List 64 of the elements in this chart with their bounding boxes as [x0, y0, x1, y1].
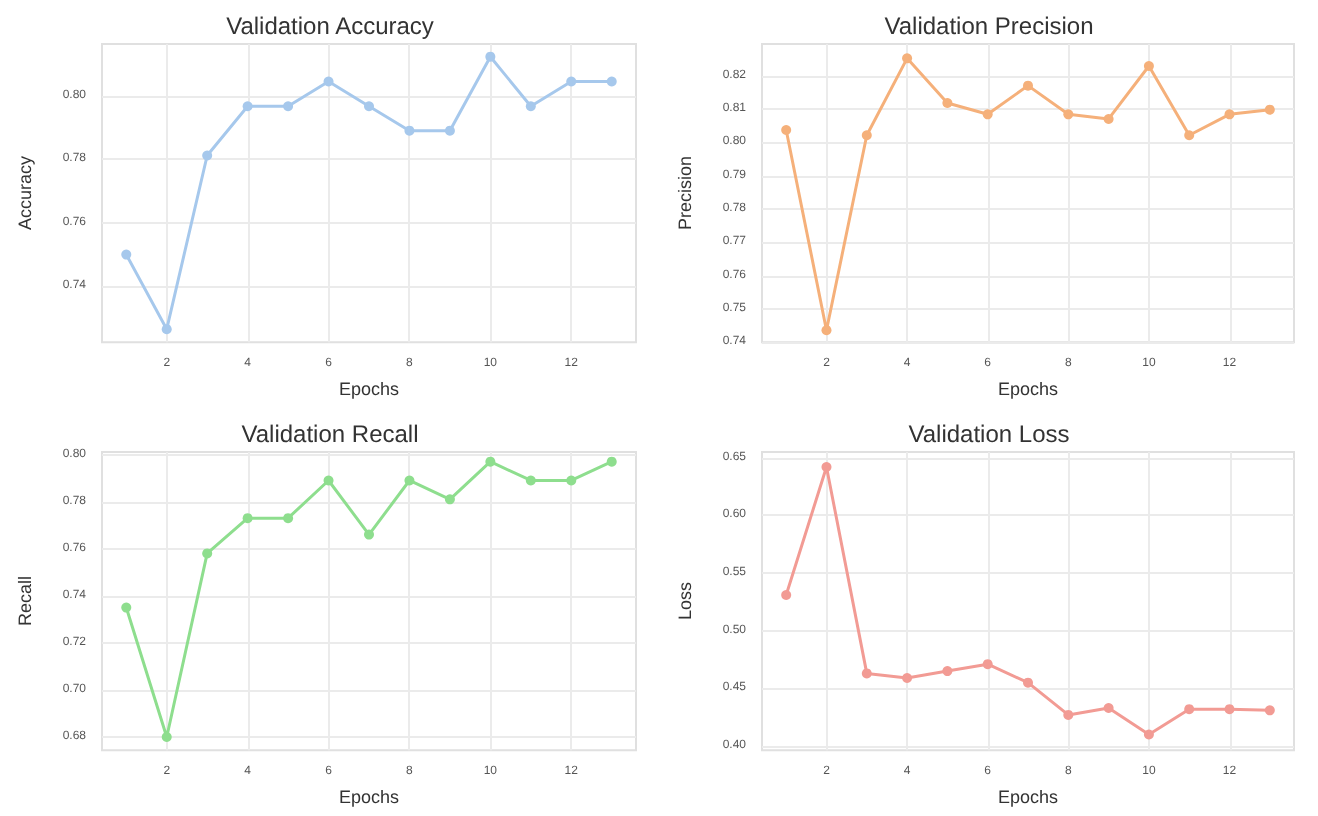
point — [283, 513, 294, 524]
chart-title: Validation Loss — [908, 420, 1070, 448]
point — [485, 456, 496, 467]
point — [781, 124, 792, 135]
y-axis-title: Loss — [675, 581, 695, 621]
point — [821, 461, 832, 472]
point — [485, 51, 496, 62]
point — [202, 150, 213, 161]
point — [121, 602, 132, 613]
point — [404, 125, 415, 136]
point — [323, 76, 334, 87]
point — [323, 475, 334, 486]
point — [364, 101, 374, 112]
y-axis-title: Precision — [675, 156, 695, 231]
point — [902, 53, 913, 64]
y-axis-title: Accuracy — [15, 155, 35, 231]
point — [821, 325, 832, 336]
point — [982, 659, 993, 670]
point — [1103, 113, 1114, 124]
point — [1224, 704, 1235, 715]
point — [1063, 709, 1074, 720]
point — [1184, 704, 1195, 715]
point — [444, 494, 455, 505]
point — [1023, 80, 1033, 91]
point — [861, 130, 872, 141]
point — [1264, 104, 1275, 115]
point — [1224, 109, 1235, 120]
x-axis-title: Epochs — [338, 379, 401, 399]
point — [902, 673, 913, 684]
point — [861, 668, 872, 679]
x-axis-title: Epochs — [997, 379, 1060, 399]
x-axis-title: Epochs — [338, 787, 401, 807]
point — [1063, 109, 1074, 120]
point — [444, 125, 455, 136]
point — [781, 589, 792, 600]
point — [161, 324, 172, 335]
point — [202, 548, 213, 559]
point — [404, 475, 415, 486]
chart-title: Validation Recall — [241, 420, 419, 448]
point — [1184, 130, 1195, 141]
point — [942, 666, 953, 677]
point — [1264, 705, 1275, 716]
point — [606, 456, 617, 467]
point — [1103, 703, 1114, 713]
point — [942, 97, 953, 108]
point — [525, 475, 536, 486]
point — [606, 76, 617, 87]
point — [242, 101, 253, 112]
y-axis-title: Recall — [15, 576, 35, 627]
x-axis-title: Epochs — [997, 787, 1060, 807]
point — [242, 513, 253, 524]
chart-title: Validation Precision — [884, 12, 1094, 40]
point — [1023, 677, 1033, 688]
point — [566, 475, 577, 486]
point — [283, 101, 294, 112]
point — [525, 101, 536, 112]
point — [566, 76, 577, 87]
point — [364, 529, 374, 540]
point — [121, 249, 132, 260]
point — [1143, 729, 1154, 740]
point — [982, 109, 993, 120]
chart-title: Validation Accuracy — [226, 12, 434, 40]
point — [1143, 60, 1154, 71]
point — [161, 732, 172, 743]
